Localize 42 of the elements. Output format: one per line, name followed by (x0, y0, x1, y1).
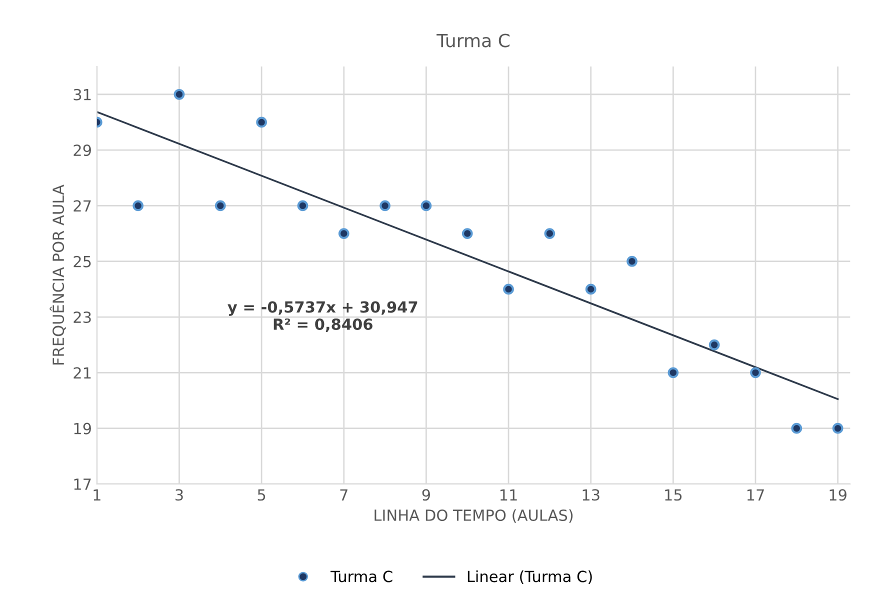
x-tick-label: 15 (665, 489, 682, 501)
annotation: y = -0,5737x + 30,947 R² = 0,8406 (228, 301, 418, 332)
x-tick-label: 11 (500, 489, 517, 500)
point (791, 422, 802, 434)
point (338, 228, 350, 239)
point (544, 228, 556, 239)
y-tick-label: 25 (74, 256, 91, 268)
chart-title: Turma C (436, 34, 510, 48)
point (585, 284, 596, 295)
x-tick-label: 1 (94, 489, 100, 500)
y-tick-label: 23 (74, 311, 91, 324)
y-tick-label: 27 (74, 200, 91, 212)
point (256, 116, 267, 128)
y-tick-label: 31 (74, 88, 91, 100)
point (214, 200, 226, 212)
point (420, 200, 432, 212)
point (380, 200, 390, 212)
x-tick-label: 3 (176, 489, 183, 501)
point (297, 200, 308, 212)
point (626, 256, 638, 267)
y-tick-label: 17 (74, 478, 91, 490)
legend-label: Turma C (330, 570, 392, 582)
legend-label: Linear (Turma C) (468, 570, 592, 584)
point (462, 228, 473, 239)
x-tick-label: 19 (830, 489, 846, 501)
point (132, 200, 144, 212)
x-tick-label: 9 (422, 489, 430, 501)
y-tick-label: 29 (74, 144, 91, 156)
point (708, 339, 720, 350)
point (174, 88, 185, 100)
x-tick-label: 5 (258, 489, 266, 501)
point (668, 367, 679, 378)
point (503, 284, 514, 295)
x-tick-label: 17 (747, 489, 764, 500)
point (832, 422, 844, 434)
point (750, 367, 761, 378)
y-tick-label: 21 (74, 367, 91, 378)
x-tick-label: 7 (340, 489, 348, 500)
y-tick-label: 19 (74, 422, 91, 434)
x-tick-label: 13 (582, 489, 600, 501)
x-axis-title: LINHA DO TEMPO (AULAS) (374, 509, 573, 523)
y-axis-title: FREQUÊNCIA POR AULA (50, 184, 66, 365)
